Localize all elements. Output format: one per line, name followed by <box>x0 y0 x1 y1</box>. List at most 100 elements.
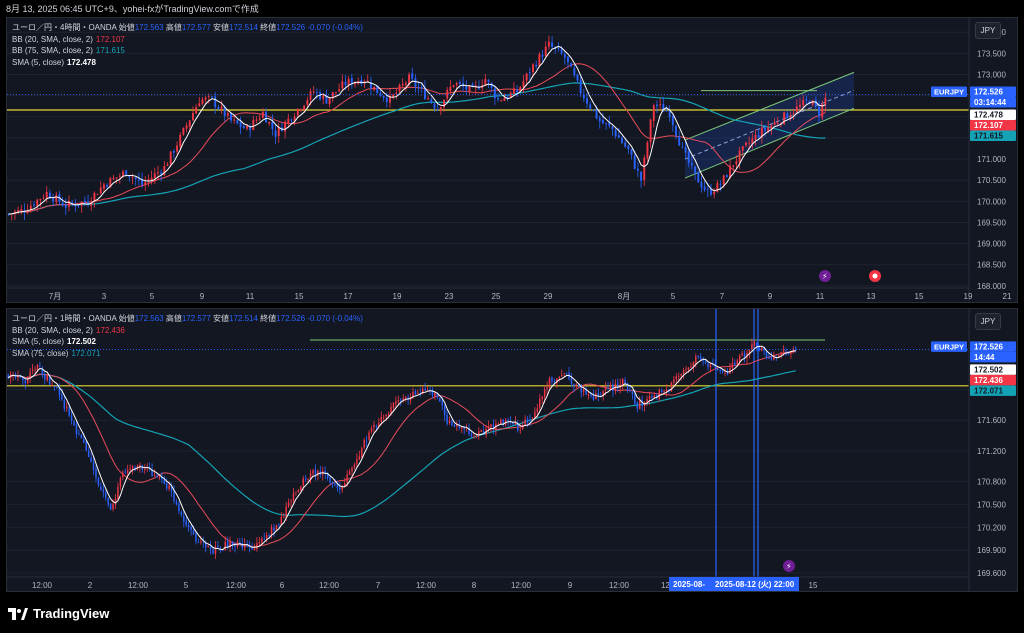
candle[interactable] <box>541 395 543 404</box>
candle[interactable] <box>347 75 350 91</box>
candle[interactable] <box>745 141 747 148</box>
candle[interactable] <box>729 362 731 375</box>
candle[interactable] <box>516 85 519 97</box>
candle[interactable] <box>551 376 553 386</box>
candle[interactable] <box>165 478 168 491</box>
candle[interactable] <box>252 115 255 131</box>
candle[interactable] <box>741 145 744 157</box>
candle[interactable] <box>514 416 517 425</box>
candle[interactable] <box>314 464 317 481</box>
candle[interactable] <box>773 117 776 126</box>
candle[interactable] <box>180 510 183 517</box>
candle[interactable] <box>207 544 209 548</box>
candle[interactable] <box>217 104 220 111</box>
candle[interactable] <box>375 424 378 431</box>
candle[interactable] <box>182 127 185 136</box>
candle[interactable] <box>617 127 620 138</box>
candle[interactable] <box>703 180 706 192</box>
candle[interactable] <box>24 378 27 389</box>
candle[interactable] <box>551 36 554 50</box>
candle[interactable] <box>687 149 690 168</box>
candle[interactable] <box>716 180 719 193</box>
candle[interactable] <box>128 175 131 182</box>
candle[interactable] <box>786 110 789 119</box>
candle[interactable] <box>187 521 190 532</box>
candle[interactable] <box>617 378 619 393</box>
candle[interactable] <box>246 540 248 547</box>
candle[interactable] <box>114 493 117 509</box>
candle[interactable] <box>80 434 83 439</box>
candle[interactable] <box>39 361 41 368</box>
candle[interactable] <box>126 464 129 477</box>
candle[interactable] <box>53 386 56 391</box>
candle[interactable] <box>448 416 451 425</box>
candle[interactable] <box>26 375 29 385</box>
candle[interactable] <box>780 351 782 359</box>
candle[interactable] <box>153 167 156 184</box>
candle[interactable] <box>614 128 617 139</box>
candle[interactable] <box>522 75 525 93</box>
candle[interactable] <box>792 346 795 354</box>
candle[interactable] <box>295 491 297 496</box>
candle[interactable] <box>575 382 578 388</box>
candle[interactable] <box>191 106 194 122</box>
candle[interactable] <box>535 60 538 69</box>
candle[interactable] <box>453 424 456 428</box>
candle[interactable] <box>382 95 385 102</box>
lower-indicator-sma5[interactable]: SMA (5, close) 172.502 <box>12 336 363 348</box>
candle[interactable] <box>760 120 763 144</box>
upper-currency-button[interactable]: JPY <box>975 22 1001 39</box>
candle[interactable] <box>480 429 482 433</box>
candle[interactable] <box>585 386 587 396</box>
candle[interactable] <box>169 151 172 168</box>
candle[interactable] <box>426 386 429 391</box>
candle[interactable] <box>51 381 53 387</box>
candle[interactable] <box>99 181 102 195</box>
candle[interactable] <box>185 122 188 133</box>
candle[interactable] <box>119 476 122 491</box>
candle[interactable] <box>296 108 299 119</box>
candle[interactable] <box>724 368 726 377</box>
candle[interactable] <box>557 42 560 52</box>
candle[interactable] <box>659 98 662 111</box>
candle[interactable] <box>697 171 700 183</box>
candle[interactable] <box>592 109 595 112</box>
candle[interactable] <box>670 381 673 392</box>
upper-chart-pane[interactable]: 174.000173.500173.000172.500172.000171.5… <box>6 17 1018 303</box>
candle[interactable] <box>710 183 712 197</box>
lower-indicator-bb20[interactable]: BB (20, SMA, close, 2) 172.436 <box>12 325 363 337</box>
candle[interactable] <box>589 101 592 111</box>
candle[interactable] <box>757 129 760 140</box>
candle[interactable] <box>366 74 369 83</box>
candle[interactable] <box>379 88 382 97</box>
candle[interactable] <box>392 402 395 411</box>
candle[interactable] <box>239 116 242 135</box>
candle[interactable] <box>529 414 531 426</box>
candle[interactable] <box>753 340 756 348</box>
candle[interactable] <box>646 395 648 406</box>
candle[interactable] <box>373 86 376 92</box>
candle[interactable] <box>707 361 709 371</box>
candle[interactable] <box>52 193 55 207</box>
candle[interactable] <box>107 497 109 508</box>
candle[interactable] <box>468 423 470 436</box>
candle[interactable] <box>46 374 48 383</box>
candle[interactable] <box>539 393 541 411</box>
candle[interactable] <box>163 475 165 485</box>
candle[interactable] <box>690 362 692 369</box>
candle[interactable] <box>417 81 420 94</box>
lower-indicator-sma75[interactable]: SMA (75, close) 172.071 <box>12 348 363 360</box>
candle[interactable] <box>265 532 268 543</box>
tradingview-logo[interactable]: TradingView <box>8 606 109 621</box>
candle[interactable] <box>690 156 693 170</box>
candle[interactable] <box>309 469 312 484</box>
candle[interactable] <box>473 433 475 439</box>
trend-channel-upper[interactable] <box>684 71 855 141</box>
candle[interactable] <box>350 73 353 90</box>
candle[interactable] <box>331 91 334 103</box>
candle[interactable] <box>449 80 452 95</box>
candle[interactable] <box>528 67 531 81</box>
candle[interactable] <box>547 35 550 50</box>
candle[interactable] <box>204 95 207 105</box>
candle[interactable] <box>697 355 699 360</box>
